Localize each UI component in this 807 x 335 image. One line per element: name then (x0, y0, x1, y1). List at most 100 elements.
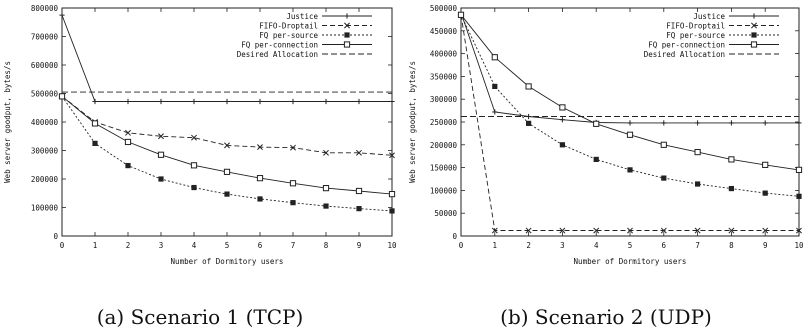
data-point (290, 200, 296, 206)
data-point (796, 193, 802, 199)
x-tick-label: 5 (225, 241, 230, 250)
y-tick-label: 300000 (430, 95, 458, 104)
chart-panel-scenario-2: 0 50000 100000 150000 200000 250000 300000 3500… (405, 0, 807, 335)
y-tick-label: 350000 (430, 72, 458, 81)
data-point (559, 227, 566, 234)
y-tick-label: 500000 (31, 90, 59, 99)
data-point (525, 83, 532, 90)
x-tick-label: 0 (60, 241, 65, 250)
y-tick-label: 250000 (430, 118, 458, 127)
x-tick-label: 7 (695, 241, 700, 250)
y-tick-label: 300000 (31, 147, 59, 156)
data-point (224, 98, 230, 105)
x-tick-label: 8 (729, 241, 734, 250)
series-fifo-droptail (458, 11, 802, 234)
data-point (158, 133, 164, 140)
data-point (125, 129, 131, 136)
legend-marker (751, 22, 757, 29)
data-point (323, 98, 329, 105)
series-fq-per-connection (457, 11, 803, 173)
chart-panel-scenario-1: 0 100000 200000 300000 400000 500000 600000 700… (0, 0, 400, 335)
data-point (762, 161, 769, 168)
y-tick-label: 450000 (430, 27, 458, 36)
data-point (559, 104, 566, 111)
data-point (389, 152, 395, 159)
series-fq-per-source (59, 93, 395, 214)
data-point (491, 227, 498, 234)
data-point (660, 141, 667, 148)
series-line (460, 12, 799, 124)
data-point (492, 109, 498, 115)
data-point (257, 98, 263, 105)
data-point (322, 185, 330, 192)
data-point (59, 12, 65, 18)
y-tick-label: 50000 (434, 209, 457, 218)
series-justice (458, 9, 802, 126)
x-tick-label: 5 (628, 241, 633, 250)
data-point (695, 120, 701, 126)
data-point (356, 149, 362, 156)
x-tick-label: 4 (192, 241, 197, 250)
data-point (695, 181, 701, 187)
series-fq-per-source (458, 12, 802, 199)
data-point (158, 176, 164, 182)
data-point (661, 175, 667, 181)
x-tick-label: 9 (763, 241, 768, 250)
y-tick-label: 800000 (31, 4, 59, 13)
data-point (355, 187, 363, 195)
x-axis-label: Number of Dormitory users (171, 257, 284, 266)
data-point (389, 208, 395, 214)
data-point (694, 148, 701, 156)
data-point (593, 156, 599, 162)
y-tick-label: 200000 (430, 141, 458, 150)
data-point (457, 11, 465, 18)
x-tick-label: 7 (291, 241, 296, 250)
series-fq-per-connection (58, 93, 396, 198)
data-point (92, 98, 98, 105)
data-point (796, 120, 802, 126)
data-point (289, 180, 297, 187)
data-point (323, 149, 329, 156)
legend-label: FIFO-Droptail (259, 22, 318, 31)
y-tick-label: 100000 (31, 204, 59, 213)
x-tick-label: 9 (357, 241, 362, 250)
x-tick-label: 6 (662, 241, 667, 250)
data-point (728, 120, 734, 126)
data-point (627, 167, 633, 173)
y-tick-label: 100000 (430, 186, 458, 195)
legend-label: Desired Allocation (644, 50, 725, 59)
data-point (157, 151, 165, 158)
data-point (257, 144, 263, 151)
data-point (158, 98, 164, 105)
y-tick-label: 200000 (31, 175, 59, 184)
data-point (491, 54, 498, 61)
data-point (356, 98, 362, 105)
legend-label: FQ per-source (666, 31, 725, 40)
series-line (61, 14, 392, 102)
data-point (389, 98, 395, 105)
x-tick-label: 4 (594, 241, 599, 250)
legend-label: Justice (693, 12, 725, 21)
data-point (559, 142, 565, 148)
data-point (661, 120, 667, 126)
data-point (796, 227, 802, 234)
x-tick-label: 10 (794, 241, 804, 250)
caption-scenario-2: (b) Scenario 2 (UDP) (500, 305, 712, 329)
data-point (762, 190, 768, 196)
legend-marker (750, 41, 758, 48)
data-point (224, 142, 230, 149)
data-point (526, 120, 532, 126)
data-point (125, 98, 131, 105)
x-tick-label: 3 (159, 241, 164, 250)
x-tick-label: 2 (526, 241, 531, 250)
legend-label: FQ per-connection (241, 41, 318, 50)
data-point (795, 166, 803, 173)
legend-label: FIFO-Droptail (666, 22, 725, 31)
legend-marker (344, 32, 350, 38)
data-point (191, 98, 197, 105)
data-point (290, 144, 296, 151)
data-point (224, 191, 230, 197)
y-tick-label: 0 (452, 232, 457, 241)
